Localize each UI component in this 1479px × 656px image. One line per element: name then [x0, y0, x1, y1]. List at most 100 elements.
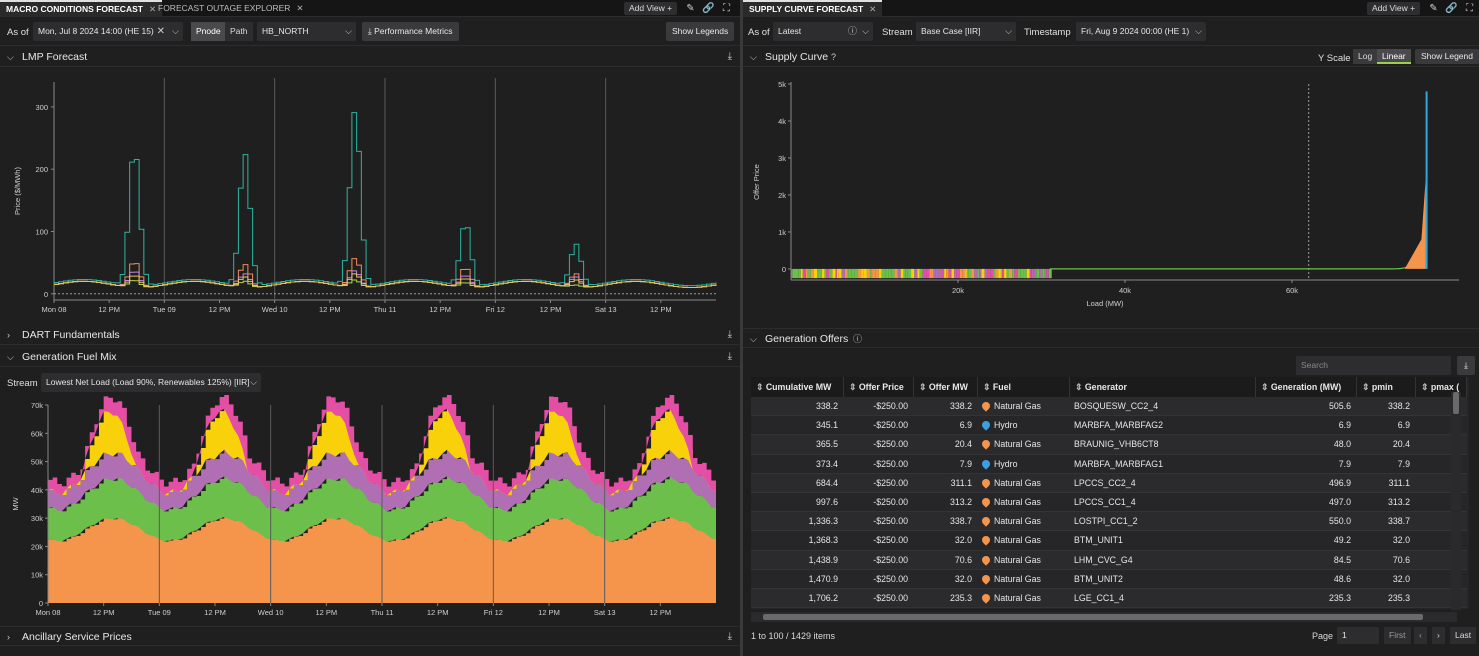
performance-metrics-button[interactable]: ⤓ Performance Metrics: [362, 22, 459, 41]
sort-icon[interactable]: ⇕: [919, 382, 929, 392]
table-cell: BRAUNIG_VHB6CT8: [1074, 435, 1250, 454]
table-cell: -$250.00: [848, 435, 908, 454]
supply-step: [826, 268, 830, 279]
panel-divider[interactable]: [740, 0, 743, 656]
node-select[interactable]: HB_NORTH ⌵: [257, 22, 356, 41]
supply-step: [979, 268, 982, 279]
clear-icon[interactable]: ✕: [156, 26, 165, 37]
column-header[interactable]: ⇕ Offer MW: [914, 377, 978, 397]
pnode-toggle[interactable]: Pnode: [191, 22, 226, 41]
scroll-thumb[interactable]: [1453, 392, 1459, 414]
grid-search-input[interactable]: Search: [1296, 356, 1451, 375]
sort-icon[interactable]: ⇕: [983, 382, 993, 392]
table-row[interactable]: 1,336.3 -$250.00 338.7 Natural Gas LOSTPI_CC…: [751, 512, 1467, 532]
supply-step: [966, 268, 969, 279]
cell-text: Natural Gas: [994, 573, 1041, 584]
ancillary-prices-header[interactable]: › Ancillary Service Prices ⤓: [0, 626, 740, 646]
supply-curve-line: [1049, 241, 1427, 270]
dart-fundamentals-header[interactable]: › DART Fundamentals ⤓: [0, 325, 740, 345]
first-page-button[interactable]: First: [1384, 627, 1411, 644]
download-icon[interactable]: ⤓: [727, 351, 732, 362]
supply-step: [1039, 268, 1043, 279]
fuel-stream-select[interactable]: Lowest Net Load (Load 90%, Renewables 12…: [41, 373, 261, 392]
supply-step: [870, 268, 873, 279]
add-view-button[interactable]: Add View +: [624, 2, 678, 15]
sort-icon[interactable]: ⇕: [1261, 382, 1271, 392]
expand-icon[interactable]: ⛶: [723, 3, 730, 14]
supply-curve-header[interactable]: ⌵ Supply Curve?: [743, 47, 1479, 67]
close-icon[interactable]: ✕: [296, 3, 304, 13]
supply-step: [821, 268, 825, 279]
column-header[interactable]: ⇕ Generator: [1070, 377, 1256, 397]
table-row[interactable]: 1,470.9 -$250.00 32.0 Natural Gas BTM_UNIT2 4…: [751, 569, 1467, 589]
table-row[interactable]: 338.2 -$250.00 338.2 Natural Gas BOSQUESW_CC…: [751, 397, 1467, 417]
search-placeholder: Search: [1301, 360, 1328, 370]
add-view-button[interactable]: Add View +: [1367, 2, 1421, 15]
column-header[interactable]: ⇕ Offer Price: [844, 377, 914, 397]
section-title: Generation Offers: [765, 333, 849, 345]
as-of-select[interactable]: Mon, Jul 8 2024 14:00 (HE 15) ✕ ⌵: [33, 22, 183, 41]
download-icon[interactable]: ⤓: [727, 329, 732, 340]
log-toggle[interactable]: Log: [1353, 49, 1378, 64]
cell-text: 32.0: [954, 573, 972, 584]
show-legend-button[interactable]: Show Legend: [1415, 49, 1479, 64]
as-of-select[interactable]: Latest ⓘ ⌵: [773, 22, 873, 41]
column-label: Offer Price: [858, 382, 904, 392]
close-icon[interactable]: ✕: [869, 4, 877, 14]
stream-label: Stream: [7, 378, 38, 389]
sort-icon[interactable]: ⇕: [1421, 382, 1431, 392]
stream-select[interactable]: Base Case [IIR] ⌵: [916, 22, 1016, 41]
tab-macro-conditions[interactable]: MACRO CONDITIONS FORECAST ✕: [0, 0, 163, 17]
sort-icon[interactable]: ⇕: [1362, 382, 1372, 392]
close-icon[interactable]: ✕: [148, 4, 157, 14]
link-icon[interactable]: 🔗: [1445, 3, 1458, 14]
supply-step: [968, 268, 972, 279]
lmp-forecast-header[interactable]: ⌵ LMP Forecast ⤓: [0, 47, 740, 67]
column-header[interactable]: ⇕ Generation (MW): [1256, 377, 1357, 397]
download-icon[interactable]: ⤓: [727, 51, 732, 62]
tab-outage-explorer[interactable]: FORECAST OUTAGE EXPLORER ✕: [152, 0, 310, 17]
table-row[interactable]: 373.4 -$250.00 7.9 Hydro MARBFA_MARBFAG1 7.9 7…: [751, 454, 1467, 474]
table-cell: 338.7: [1361, 512, 1410, 531]
table-cell: Hydro: [982, 455, 1064, 474]
table-row[interactable]: 997.6 -$250.00 313.2 Natural Gas LPCCS_CC1_4…: [751, 493, 1467, 513]
scroll-thumb[interactable]: [763, 614, 1423, 620]
column-header[interactable]: ⇕ Cumulative MW: [751, 377, 844, 397]
prev-page-button[interactable]: ‹: [1414, 627, 1427, 644]
generation-fuel-mix-header[interactable]: ⌵ Generation Fuel Mix ⤓: [0, 347, 740, 367]
linear-toggle[interactable]: Linear: [1377, 49, 1411, 64]
supply-step: [838, 268, 842, 279]
table-row[interactable]: 1,706.2 -$250.00 235.3 Natural Gas LGE_CC1_4…: [751, 589, 1467, 609]
show-legends-button[interactable]: Show Legends: [666, 22, 735, 41]
sort-icon[interactable]: ⇕: [756, 382, 766, 392]
table-row[interactable]: 684.4 -$250.00 311.1 Natural Gas LPCCS_CC2_4…: [751, 473, 1467, 493]
grid-vertical-scrollbar[interactable]: [1451, 392, 1461, 610]
page-input[interactable]: 1: [1337, 627, 1379, 644]
expand-icon[interactable]: ⛶: [1466, 3, 1473, 14]
download-icon[interactable]: ⤓: [727, 631, 732, 642]
column-header[interactable]: ⇕ pmin (MW): [1357, 377, 1416, 412]
table-cell: -$250.00: [848, 589, 908, 608]
pencil-icon[interactable]: ✎: [686, 3, 695, 14]
pencil-icon[interactable]: ✎: [1429, 3, 1438, 14]
timestamp-select[interactable]: Fri, Aug 9 2024 00:00 (HE 1) ⌵: [1076, 22, 1206, 41]
last-page-button[interactable]: Last: [1450, 627, 1477, 644]
table-row[interactable]: 1,368.3 -$250.00 32.0 Natural Gas BTM_UNIT1 4…: [751, 531, 1467, 551]
link-icon[interactable]: 🔗: [702, 3, 715, 14]
y-tick-label: 40k: [31, 486, 43, 495]
sort-icon[interactable]: ⇕: [1075, 382, 1085, 392]
table-row[interactable]: 365.5 -$250.00 20.4 Natural Gas BRAUNIG_VHB6…: [751, 435, 1467, 455]
grid-horizontal-scrollbar[interactable]: [751, 612, 1457, 622]
next-page-button[interactable]: ›: [1432, 627, 1445, 644]
column-header[interactable]: ⇕ Fuel: [978, 377, 1070, 397]
generation-offers-header[interactable]: ⌵ Generation Offers ⓘ: [743, 328, 1479, 348]
tab-supply-curve[interactable]: SUPPLY CURVE FORECAST ✕: [743, 0, 883, 17]
path-toggle[interactable]: Path: [225, 22, 253, 41]
sort-icon[interactable]: ⇕: [849, 382, 859, 392]
table-row[interactable]: 345.1 -$250.00 6.9 Hydro MARBFA_MARBFAG2 6.9 6…: [751, 416, 1467, 436]
grid-download-button[interactable]: ⤓: [1457, 356, 1475, 375]
y-tick-label: 200: [35, 165, 48, 174]
table-row[interactable]: 1,438.9 -$250.00 70.6 Natural Gas LHM_CVC_G4…: [751, 550, 1467, 570]
table-cell: 235.3: [918, 589, 972, 608]
x-tick-label: 12 PM: [650, 305, 672, 314]
